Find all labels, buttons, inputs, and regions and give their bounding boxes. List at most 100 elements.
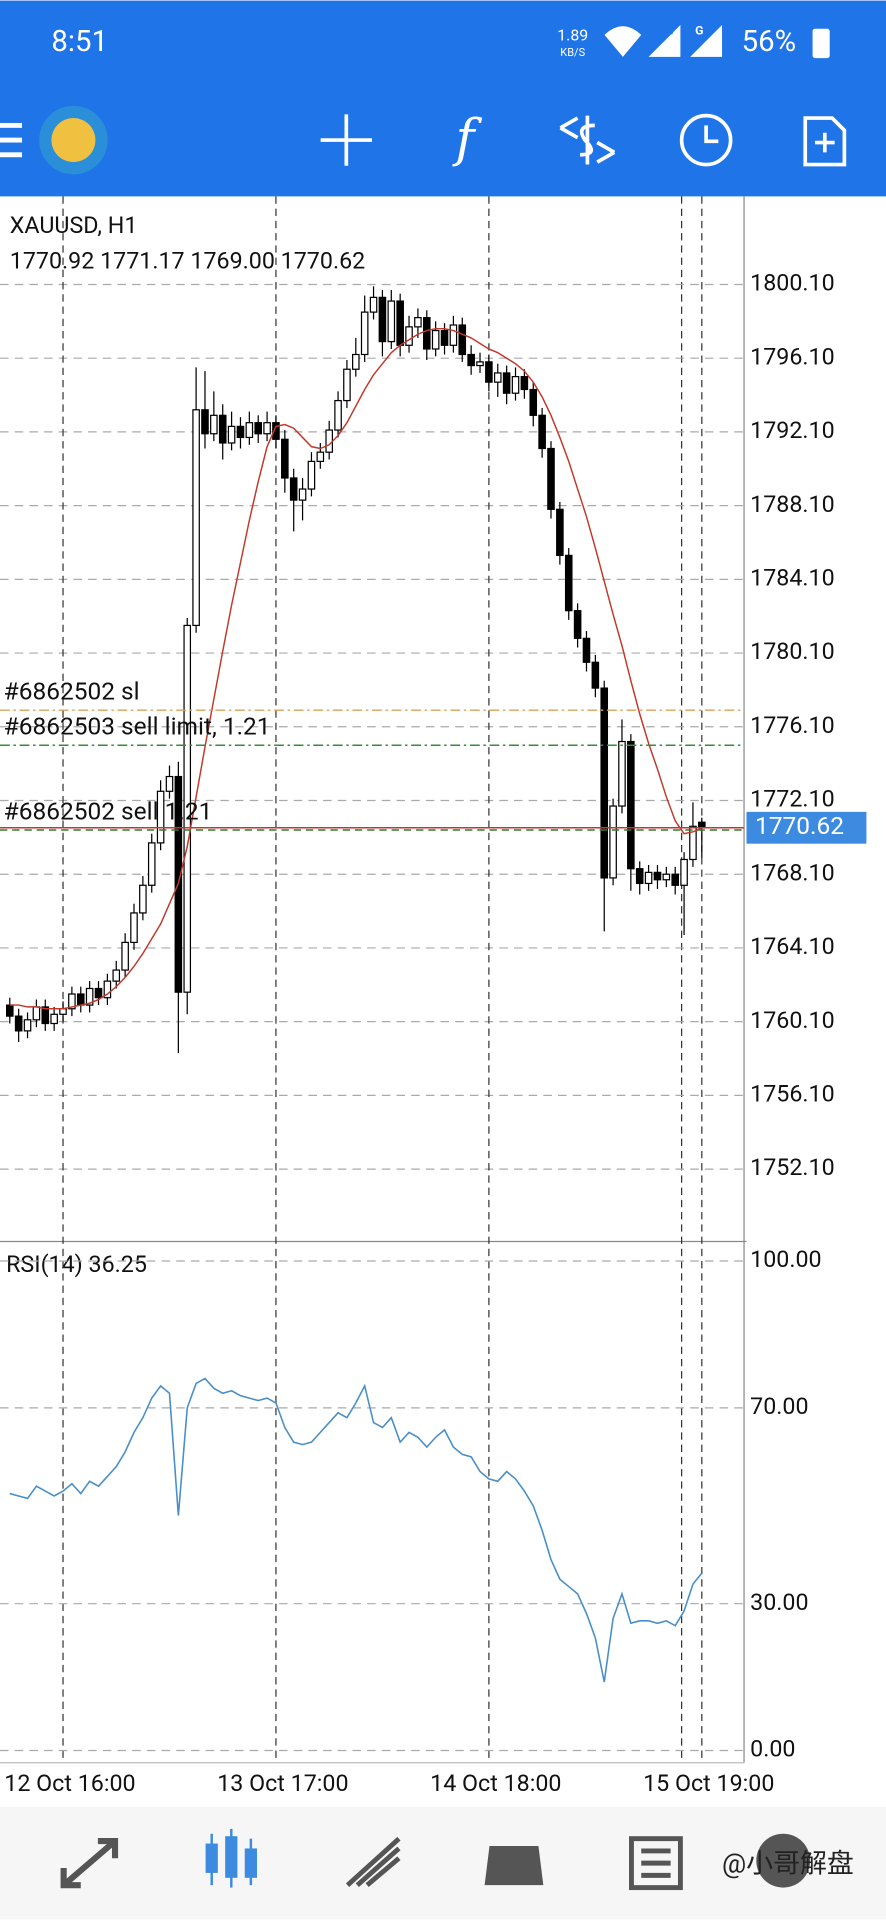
candle-body [139, 884, 147, 914]
candle-body [573, 610, 582, 639]
y-tick-label: 1752.10 [750, 1153, 835, 1181]
candle-body [263, 422, 271, 435]
candle-body [387, 300, 396, 343]
signal-icon [690, 25, 723, 57]
x-tick-label: 15 Oct 19:00 [643, 1769, 774, 1797]
candle-body [68, 993, 76, 1010]
battery-icon [812, 28, 830, 59]
candle-body [493, 372, 502, 383]
candle-body [325, 429, 333, 453]
candle-body [130, 912, 138, 944]
candle-body [414, 317, 422, 328]
symbol-title: XAUUSD, H1 [10, 211, 138, 239]
ohlc-readout: 1770.92 1771.17 1769.00 1770.62 [10, 247, 365, 275]
candle-body [440, 329, 449, 346]
candle-body [378, 296, 387, 343]
x-tick-label: 14 Oct 18:00 [430, 1769, 561, 1797]
candle-body [23, 1019, 32, 1032]
candle-body [644, 871, 653, 885]
new-order-button[interactable] [803, 116, 847, 167]
candle-body [76, 993, 85, 1006]
candle-body [422, 317, 431, 350]
candle-body [343, 368, 351, 402]
y-tick-label: 0.00 [750, 1735, 795, 1763]
order-label: #6862502 sell 1.21 [4, 796, 213, 825]
y-tick-label: 1768.10 [750, 858, 835, 886]
candle-body [334, 399, 342, 431]
candle-body [396, 300, 404, 346]
clock: 8:51 [51, 25, 108, 59]
order-label: #6862502 sl [4, 677, 140, 706]
candle-body [360, 311, 369, 356]
candle-body [352, 353, 360, 370]
rsi-title: RSI(14) 36.25 [6, 1250, 147, 1278]
signal-label: 4G [658, 23, 673, 37]
candle-body [502, 372, 511, 394]
candle-body [218, 414, 227, 444]
candle-body [245, 422, 254, 439]
watermark: @小哥解盘 [722, 1848, 854, 1880]
candle-body [680, 858, 688, 886]
x-tick-label: 13 Oct 17:00 [217, 1769, 348, 1797]
x-tick-label: 12 Oct 16:00 [4, 1769, 135, 1797]
candle-body [538, 414, 546, 450]
wifi-icon [604, 26, 642, 57]
current-price-label: 1770.62 [755, 811, 844, 840]
rsi-line [9, 1377, 703, 1683]
candle-body [485, 361, 493, 383]
candle-body [183, 624, 192, 993]
nav-trade[interactable] [345, 1836, 401, 1888]
y-tick-label: 1776.10 [750, 711, 835, 739]
candle-body [147, 842, 156, 886]
candle-body [316, 451, 325, 463]
moving-average [9, 327, 703, 1010]
y-tick-label: 1764.10 [750, 932, 835, 960]
candle-body [103, 980, 112, 999]
y-tick-label: 1780.10 [750, 637, 835, 665]
candle-body [236, 425, 245, 439]
candle-body [14, 1015, 23, 1032]
trade-button[interactable] [559, 115, 616, 165]
net-speed: 1.89 [557, 25, 588, 44]
history-button[interactable] [679, 113, 733, 167]
candle-body [689, 825, 697, 861]
y-tick-label: 1788.10 [750, 490, 835, 518]
candle-body [210, 414, 218, 435]
app-logo-inner [51, 118, 96, 163]
candle-body [227, 425, 236, 444]
candle-body [618, 740, 626, 807]
nav-news[interactable] [629, 1836, 683, 1891]
menu-button[interactable] [0, 122, 23, 158]
candle-body [698, 821, 706, 829]
candle-body [307, 460, 316, 490]
candle-body [298, 488, 307, 501]
nav-quotes[interactable] [60, 1838, 119, 1889]
candle-body [529, 388, 538, 416]
y-tick-label: 70.00 [750, 1392, 808, 1420]
candle-body [653, 871, 662, 881]
net-unit: KB/S [560, 46, 585, 59]
y-tick-label: 1760.10 [750, 1006, 835, 1034]
candle-body [254, 422, 263, 435]
candle-body [547, 447, 555, 510]
candle-body [591, 661, 600, 689]
candle-body [627, 740, 635, 870]
candle-body [431, 329, 440, 350]
nav-messages[interactable] [756, 1833, 811, 1888]
crosshair-button[interactable] [320, 114, 373, 166]
candle-body [476, 361, 484, 367]
nav-history[interactable] [484, 1846, 544, 1886]
current-price-tag [746, 811, 867, 844]
y-tick-label: 1756.10 [750, 1080, 835, 1108]
y-tick-label: 1772.10 [750, 785, 835, 813]
candle-body [564, 554, 573, 612]
candle-body [112, 969, 121, 982]
y-tick-label: 1784.10 [750, 563, 835, 591]
nav-chart[interactable] [205, 1828, 257, 1888]
candle-body [635, 868, 644, 885]
candle-body [281, 438, 289, 479]
y-tick-label: 100.00 [750, 1245, 821, 1273]
candle-body [165, 775, 174, 792]
candle-body [449, 324, 458, 346]
